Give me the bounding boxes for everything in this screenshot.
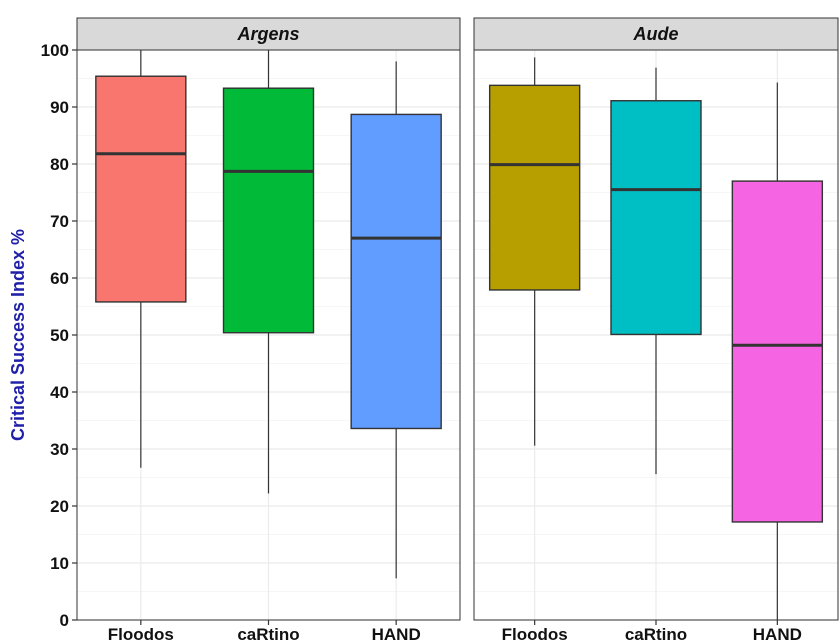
y-tick-label: 40 [50,383,69,402]
y-axis: 0 10 20 30 40 50 60 70 80 90 100 [41,41,77,630]
box-body [610,100,702,336]
box-floodos: Floodos [488,57,581,644]
y-tick-label: 80 [50,155,69,174]
x-tick-label: caRtino [625,625,687,644]
y-tick-label: 70 [50,212,69,231]
box-hand: HAND [731,82,824,644]
grid-layer [77,49,838,621]
box-body [222,87,315,334]
y-tick-label: 90 [50,98,69,117]
box-body [731,180,824,523]
strip-label: Argens [236,24,299,44]
x-tick-label: Floodos [108,625,174,644]
box-hand: HAND [350,61,442,644]
box-cartino: caRtino [222,50,315,644]
y-axis-title: Critical Success Index % [8,229,28,441]
strip-label: Aude [633,24,679,44]
box-body [350,113,442,430]
panels-layer: Argens Floodos caRtino HAND Aude Floodos caRti… [76,17,839,644]
x-tick-label: HAND [753,625,802,644]
box-cartino: caRtino [610,67,702,644]
x-tick-label: caRtino [237,625,299,644]
box-body [488,84,581,291]
y-tick-label: 10 [50,554,69,573]
panel-aude: Aude Floodos caRtino HAND [473,17,839,644]
strip-header [76,17,461,51]
strip-header [473,17,839,51]
box-body [95,75,187,303]
y-tick-label: 20 [50,497,69,516]
y-tick-label: 50 [50,326,69,345]
y-tick-label: 30 [50,440,69,459]
x-tick-label: Floodos [502,625,568,644]
box-floodos: Floodos [95,50,187,644]
y-tick-label: 0 [60,611,69,630]
y-tick-label: 100 [41,41,69,60]
y-tick-label: 60 [50,269,69,288]
x-tick-label: HAND [372,625,421,644]
panel-argens: Argens Floodos caRtino HAND [76,17,461,644]
